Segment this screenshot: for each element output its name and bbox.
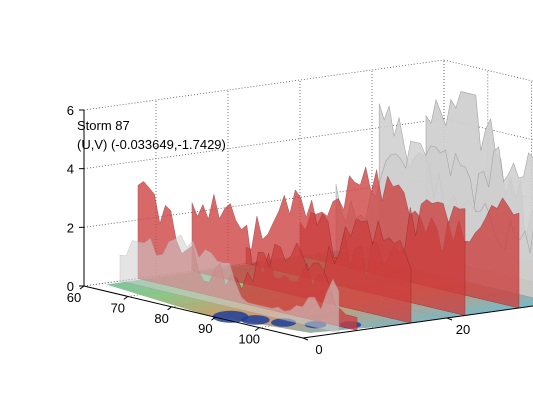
- x-tick-mark: [254, 327, 260, 332]
- y-tick-mark: [302, 337, 309, 341]
- surface-layer: [119, 91, 533, 334]
- x-tick-label: 90: [198, 321, 212, 336]
- chart-title: Storm 87: [77, 118, 130, 133]
- chart-subtitle: (U,V) (-0.033649,-1.7429): [77, 137, 226, 152]
- y-tick-mark: [446, 317, 453, 321]
- x-axis-line: [83, 285, 304, 339]
- x-tick-mark: [167, 306, 172, 311]
- floor-blue-patch: [212, 310, 249, 323]
- tick-labels: 60708090100020400246: [67, 103, 470, 357]
- surface-gray-front: [119, 234, 340, 334]
- grid-line-side-z: [83, 118, 445, 170]
- chart-title-block: Storm 87 (U,V) (-0.033649,-1.7429): [77, 116, 226, 154]
- z-tick-label: 4: [67, 162, 74, 177]
- x-tick-label: 70: [111, 300, 125, 315]
- x-tick-label: 80: [154, 311, 168, 326]
- z-tick-label: 2: [67, 220, 74, 235]
- x-tick-label: 100: [238, 332, 260, 347]
- z-tick-label: 6: [67, 103, 74, 118]
- x-tick-label: 60: [67, 290, 81, 305]
- y-tick-label: 0: [315, 342, 322, 357]
- y-tick-label: 20: [456, 322, 470, 337]
- floor-blue-patch: [240, 315, 270, 325]
- y-axis-line: [302, 305, 533, 339]
- x-tick-mark: [211, 316, 216, 321]
- grid-line-side-z: [83, 59, 445, 111]
- z-tick-label: 0: [67, 279, 74, 294]
- axes: [79, 109, 533, 341]
- x-tick-mark: [123, 295, 129, 300]
